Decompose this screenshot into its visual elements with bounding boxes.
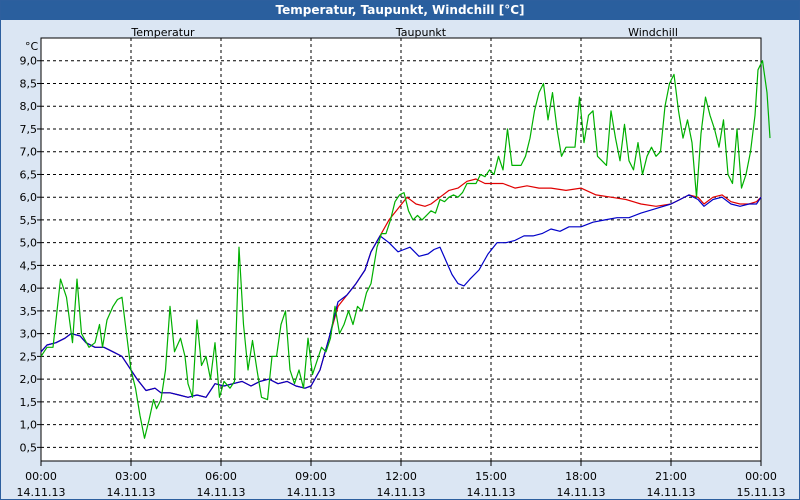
y-tick-label: 1,0 <box>20 419 38 432</box>
y-tick-label: 4,0 <box>20 282 38 295</box>
y-tick-label: 5,0 <box>20 237 38 250</box>
x-tick-time: 00:00 <box>25 470 57 483</box>
x-tick-time: 06:00 <box>205 470 237 483</box>
legend-temperatur: Temperatur <box>130 26 195 39</box>
plot-border <box>40 37 762 462</box>
y-tick-label: 8,5 <box>20 77 38 90</box>
series-line-taupunkt <box>40 194 762 398</box>
y-tick-label: 1,5 <box>20 396 38 409</box>
y-tick-label: 9,0 <box>20 55 38 68</box>
legend-taupunkt: Taupunkt <box>395 26 447 39</box>
x-tick-time: 12:00 <box>385 470 417 483</box>
x-tick-date: 14.11.13 <box>287 486 336 499</box>
x-tick-date: 14.11.13 <box>17 486 66 499</box>
x-tick-time: 00:00 <box>745 470 777 483</box>
x-tick-time: 21:00 <box>655 470 687 483</box>
x-tick-date: 14.11.13 <box>197 486 246 499</box>
x-tick-date: 14.11.13 <box>647 486 696 499</box>
x-tick-date: 14.11.13 <box>377 486 426 499</box>
x-tick-date: 14.11.13 <box>467 486 516 499</box>
y-unit-label: °C <box>25 40 39 53</box>
y-tick-label: 2,5 <box>20 350 38 363</box>
y-tick-label: 2,0 <box>20 373 38 386</box>
y-tick-label: 0,5 <box>20 441 38 454</box>
legend-windchill: Windchill <box>628 26 678 39</box>
x-tick-date: 14.11.13 <box>557 486 606 499</box>
y-tick-label: 4,5 <box>20 259 38 272</box>
x-tick-time: 18:00 <box>565 470 597 483</box>
y-tick-label: 7,5 <box>20 123 38 136</box>
y-tick-label: 8,0 <box>20 100 38 113</box>
x-tick-date: 15.11.13 <box>737 486 786 499</box>
y-tick-label: 7,0 <box>20 146 38 159</box>
series-line-windchill <box>40 60 771 439</box>
y-tick-label: 6,5 <box>20 168 38 181</box>
x-tick-date: 14.11.13 <box>107 486 156 499</box>
window-title: Temperatur, Taupunkt, Windchill [°C] <box>1 1 799 20</box>
y-tick-label: 3,0 <box>20 328 38 341</box>
x-tick-time: 03:00 <box>115 470 147 483</box>
x-tick-time: 09:00 <box>295 470 327 483</box>
y-tick-label: 3,5 <box>20 305 38 318</box>
y-tick-label: 5,5 <box>20 214 38 227</box>
x-tick-time: 15:00 <box>475 470 507 483</box>
y-tick-label: 6,0 <box>20 191 38 204</box>
